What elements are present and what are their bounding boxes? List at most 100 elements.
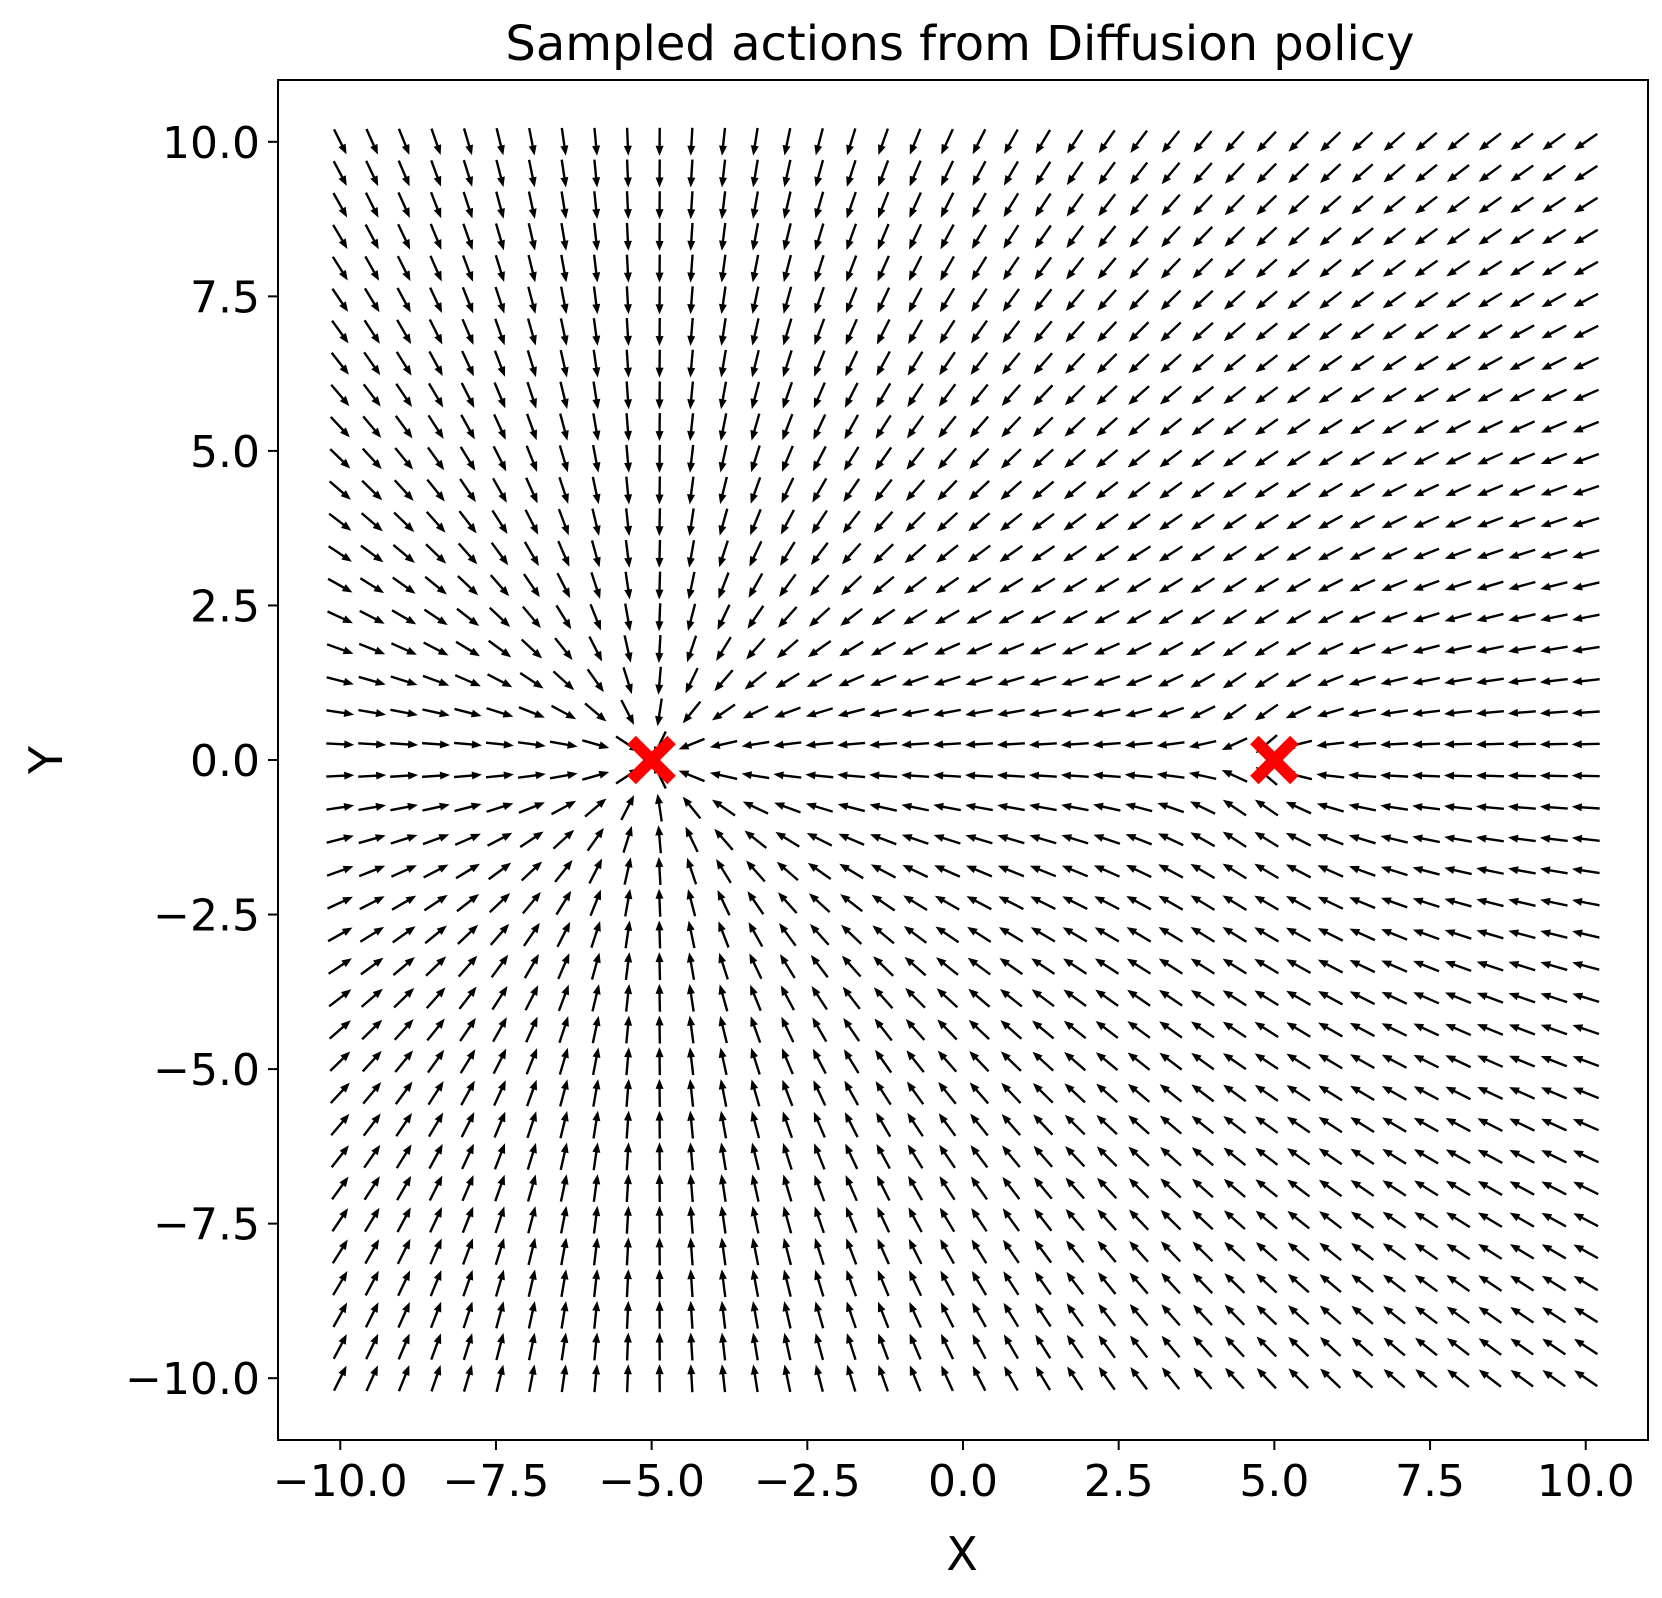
arrow bbox=[1030, 610, 1056, 624]
arrow bbox=[935, 926, 960, 944]
arrow bbox=[1381, 960, 1408, 973]
arrow bbox=[393, 511, 415, 532]
arrow bbox=[687, 159, 696, 188]
arrow bbox=[1316, 740, 1345, 749]
arrow bbox=[330, 351, 349, 375]
arrow bbox=[936, 544, 959, 563]
arrow bbox=[328, 1020, 351, 1040]
arrow bbox=[524, 985, 539, 1011]
arrow bbox=[1127, 1052, 1151, 1071]
arrow bbox=[877, 287, 891, 313]
arrow bbox=[939, 287, 956, 313]
arrow bbox=[1509, 420, 1536, 433]
arrow bbox=[1189, 705, 1216, 719]
arrow bbox=[778, 892, 798, 914]
arrow bbox=[1316, 802, 1345, 813]
arrow bbox=[1288, 1368, 1310, 1389]
arrow bbox=[1316, 771, 1345, 780]
arrow bbox=[1285, 641, 1312, 656]
arrow bbox=[396, 319, 412, 345]
arrow bbox=[1573, 1307, 1599, 1324]
arrow bbox=[907, 351, 924, 376]
arrow bbox=[869, 802, 898, 812]
arrow bbox=[1222, 703, 1247, 721]
arrow bbox=[935, 576, 960, 594]
arrow bbox=[1510, 1275, 1535, 1292]
arrow bbox=[1062, 927, 1088, 943]
x-tick-label: 5.0 bbox=[1239, 1456, 1309, 1507]
arrow bbox=[965, 834, 993, 845]
arrow bbox=[457, 924, 479, 945]
arrow bbox=[1541, 388, 1568, 402]
arrow bbox=[526, 1142, 537, 1171]
arrow bbox=[1066, 1334, 1084, 1359]
arrow bbox=[1444, 644, 1472, 654]
arrow bbox=[967, 577, 992, 594]
arrow bbox=[686, 635, 698, 663]
arrow bbox=[971, 256, 988, 281]
arrow bbox=[581, 770, 610, 781]
arrow bbox=[1190, 926, 1216, 943]
arrow bbox=[936, 988, 959, 1009]
arrow bbox=[686, 920, 696, 949]
arrow bbox=[814, 1206, 825, 1234]
arrow bbox=[972, 160, 987, 186]
arrow bbox=[1507, 677, 1536, 686]
arrow bbox=[968, 988, 991, 1008]
arrow bbox=[1381, 515, 1408, 529]
arrow bbox=[493, 413, 506, 440]
arrow bbox=[1539, 771, 1568, 780]
arrow bbox=[1542, 1307, 1567, 1324]
arrow bbox=[1444, 834, 1472, 843]
arrow bbox=[623, 349, 632, 378]
arrow bbox=[837, 802, 866, 813]
arrow bbox=[1062, 609, 1088, 624]
arrow bbox=[1445, 483, 1472, 497]
arrow bbox=[906, 1050, 925, 1073]
arrow bbox=[1348, 834, 1376, 845]
arrow bbox=[397, 1270, 411, 1297]
arrow bbox=[806, 673, 833, 688]
arrow bbox=[1190, 832, 1216, 848]
arrow bbox=[1478, 196, 1503, 214]
arrow bbox=[1413, 1086, 1439, 1101]
arrow bbox=[1255, 290, 1278, 310]
arrow bbox=[1191, 1115, 1215, 1135]
arrow bbox=[1097, 289, 1117, 311]
arrow bbox=[814, 318, 826, 346]
arrow bbox=[1124, 740, 1153, 749]
arrow bbox=[554, 637, 573, 661]
arrow bbox=[1256, 1367, 1277, 1390]
arrow bbox=[1001, 416, 1022, 438]
arrow bbox=[1539, 866, 1568, 875]
arrow bbox=[1159, 1084, 1183, 1103]
arrow bbox=[1507, 708, 1536, 717]
arrow bbox=[462, 159, 474, 187]
arrow bbox=[624, 603, 633, 632]
arrow bbox=[624, 952, 633, 981]
arrow bbox=[1286, 990, 1312, 1006]
arrow bbox=[846, 1333, 857, 1361]
arrow bbox=[552, 670, 575, 691]
arrow bbox=[1097, 1209, 1117, 1231]
arrow bbox=[1351, 195, 1374, 215]
arrow bbox=[623, 254, 632, 283]
arrow bbox=[813, 413, 827, 440]
arrow bbox=[1033, 1177, 1053, 1200]
arrow bbox=[1571, 771, 1600, 780]
arrow bbox=[459, 478, 476, 503]
arrow bbox=[620, 699, 635, 725]
arrow bbox=[774, 706, 801, 718]
arrow bbox=[1061, 865, 1089, 878]
arrow bbox=[1573, 292, 1599, 307]
arrow bbox=[461, 1206, 474, 1234]
arrow bbox=[782, 191, 792, 219]
arrow bbox=[748, 572, 764, 598]
arrow bbox=[1191, 385, 1215, 405]
arrow bbox=[1477, 1055, 1504, 1068]
arrow bbox=[717, 890, 731, 916]
arrow bbox=[1540, 484, 1568, 496]
arrow bbox=[1003, 1271, 1020, 1296]
arrow bbox=[1445, 1149, 1471, 1165]
arrow bbox=[426, 1018, 445, 1042]
